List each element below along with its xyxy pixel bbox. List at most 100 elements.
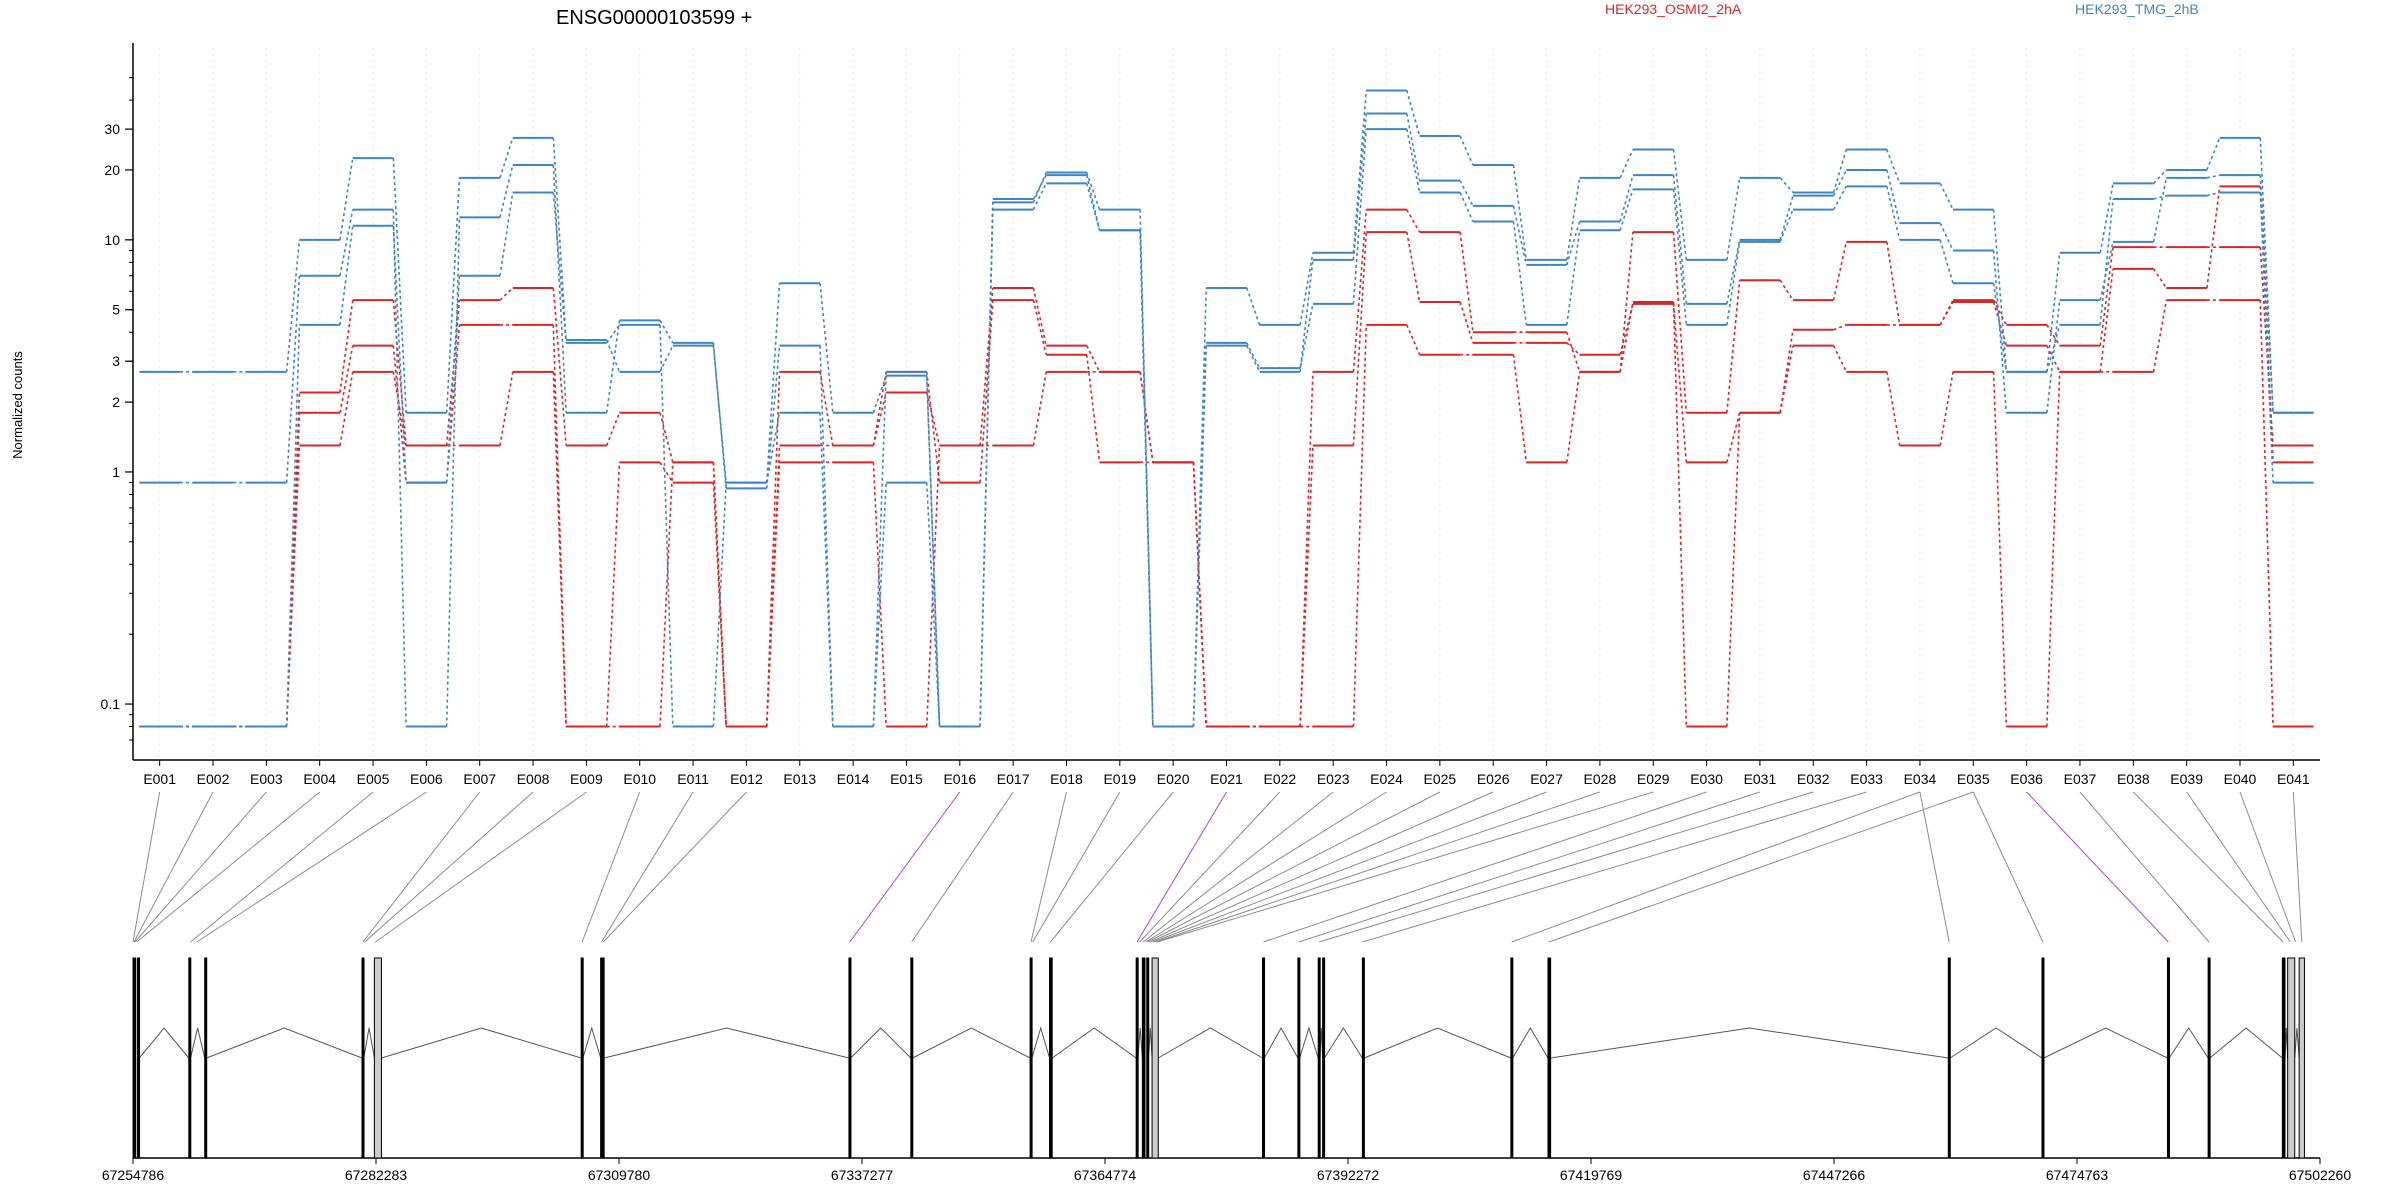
x-tick-label: E007 xyxy=(463,771,496,787)
exon-connector xyxy=(1548,791,1974,943)
data-transition xyxy=(1992,283,2008,372)
series-5 xyxy=(139,128,2314,728)
data-transition xyxy=(2206,174,2220,179)
x-tick-label: E029 xyxy=(1637,771,1670,787)
data-transition xyxy=(1512,221,1528,326)
data-transition xyxy=(1566,371,1581,463)
data-transition xyxy=(979,300,994,483)
data-transition xyxy=(1726,177,1741,260)
exon-block xyxy=(1262,957,1266,1159)
x-tick-label: E016 xyxy=(943,771,976,787)
y-tick-label: 1 xyxy=(112,464,120,480)
x-tick-label: E017 xyxy=(997,771,1030,787)
genomic-tick-label: 67364774 xyxy=(1074,1167,1137,1183)
exon-block xyxy=(1029,957,1033,1159)
data-transition xyxy=(1032,183,1047,210)
x-tick-label: E041 xyxy=(2277,771,2310,787)
exon-block xyxy=(600,957,605,1159)
data-transition xyxy=(2259,175,2274,413)
exon-block xyxy=(1510,957,1514,1159)
genomic-tick-label: 67337277 xyxy=(831,1167,894,1183)
exon-block xyxy=(2207,957,2211,1159)
data-transition xyxy=(392,209,407,727)
intron xyxy=(2294,1027,2300,1059)
exon-block xyxy=(361,957,365,1159)
exon-block xyxy=(1322,957,1326,1159)
x-tick-label: E037 xyxy=(2064,771,2097,787)
x-tick-label: E033 xyxy=(1850,771,1883,787)
data-transition xyxy=(925,371,941,727)
data-transition xyxy=(819,283,834,413)
data-transition xyxy=(1939,183,1954,210)
exon-connector xyxy=(2132,791,2284,943)
data-transition xyxy=(1726,412,1741,463)
exon-connector xyxy=(1150,791,1494,943)
data-transition xyxy=(1779,209,1794,243)
data-transition xyxy=(1779,279,1794,301)
data-transition xyxy=(1619,149,1634,179)
data-transition xyxy=(1085,183,1101,231)
data-transition xyxy=(1619,189,1634,231)
exon-connector xyxy=(601,791,694,943)
data-transition xyxy=(1992,299,2008,326)
data-transition xyxy=(552,287,567,446)
exon-block xyxy=(1947,957,1951,1159)
data-transition xyxy=(339,157,354,240)
data-transition xyxy=(1832,345,1848,373)
data-transition xyxy=(1512,354,1528,463)
data-transition xyxy=(1886,241,1901,326)
data-transition xyxy=(1992,301,2008,346)
intron xyxy=(206,1027,363,1059)
exon-block xyxy=(132,957,137,1159)
x-tick-label: E024 xyxy=(1370,771,1403,787)
x-tick-label: E011 xyxy=(677,771,709,787)
data-transition xyxy=(499,192,514,276)
data-transition xyxy=(1832,185,1848,210)
exon-connector xyxy=(2292,791,2303,943)
exon-connector xyxy=(2079,791,2210,943)
intron xyxy=(138,1027,190,1059)
data-transition xyxy=(552,324,567,727)
exon-block xyxy=(1317,957,1321,1159)
exon-connector xyxy=(1362,791,1867,943)
intron xyxy=(604,1027,850,1059)
data-transition xyxy=(1619,174,1634,222)
data-transition xyxy=(1299,252,1314,326)
data-transition xyxy=(1139,209,1154,727)
x-tick-label: E032 xyxy=(1797,771,1830,787)
data-transition xyxy=(2259,192,2274,483)
data-transition xyxy=(445,275,461,483)
data-transition xyxy=(605,462,621,727)
data-transition xyxy=(445,324,461,483)
data-transition xyxy=(1085,354,1101,463)
x-tick-label: E020 xyxy=(1157,771,1190,787)
legend-label-0: HEK293_OSMI2_2hA xyxy=(1605,1,1742,17)
data-transition xyxy=(339,225,354,326)
data-transition xyxy=(1832,149,1848,193)
x-tick-label: E005 xyxy=(357,771,390,787)
data-transition xyxy=(1246,342,1261,369)
data-transition xyxy=(1566,221,1581,266)
data-transition xyxy=(1192,342,1208,727)
data-transition xyxy=(1032,174,1047,200)
exon-connector xyxy=(1136,791,1227,943)
genomic-tick-label: 67447266 xyxy=(1803,1167,1866,1183)
exon-block xyxy=(2298,957,2305,1159)
exon-connector xyxy=(1030,791,1067,943)
data-transition xyxy=(499,371,514,446)
x-tick-label: E022 xyxy=(1263,771,1296,787)
data-transition xyxy=(2206,137,2221,171)
data-transition xyxy=(659,345,674,373)
data-transition xyxy=(979,209,994,727)
data-transition xyxy=(925,482,941,727)
x-tick-label: E018 xyxy=(1050,771,1083,787)
data-transition xyxy=(1192,345,1208,727)
exon-block xyxy=(1135,957,1139,1159)
exon-connector xyxy=(1152,791,1547,943)
exon-block xyxy=(373,957,382,1159)
data-transition xyxy=(872,482,887,727)
data-transition xyxy=(392,371,407,446)
data-transition xyxy=(2259,300,2274,727)
exon-connector xyxy=(849,791,961,943)
data-transition xyxy=(285,239,301,372)
